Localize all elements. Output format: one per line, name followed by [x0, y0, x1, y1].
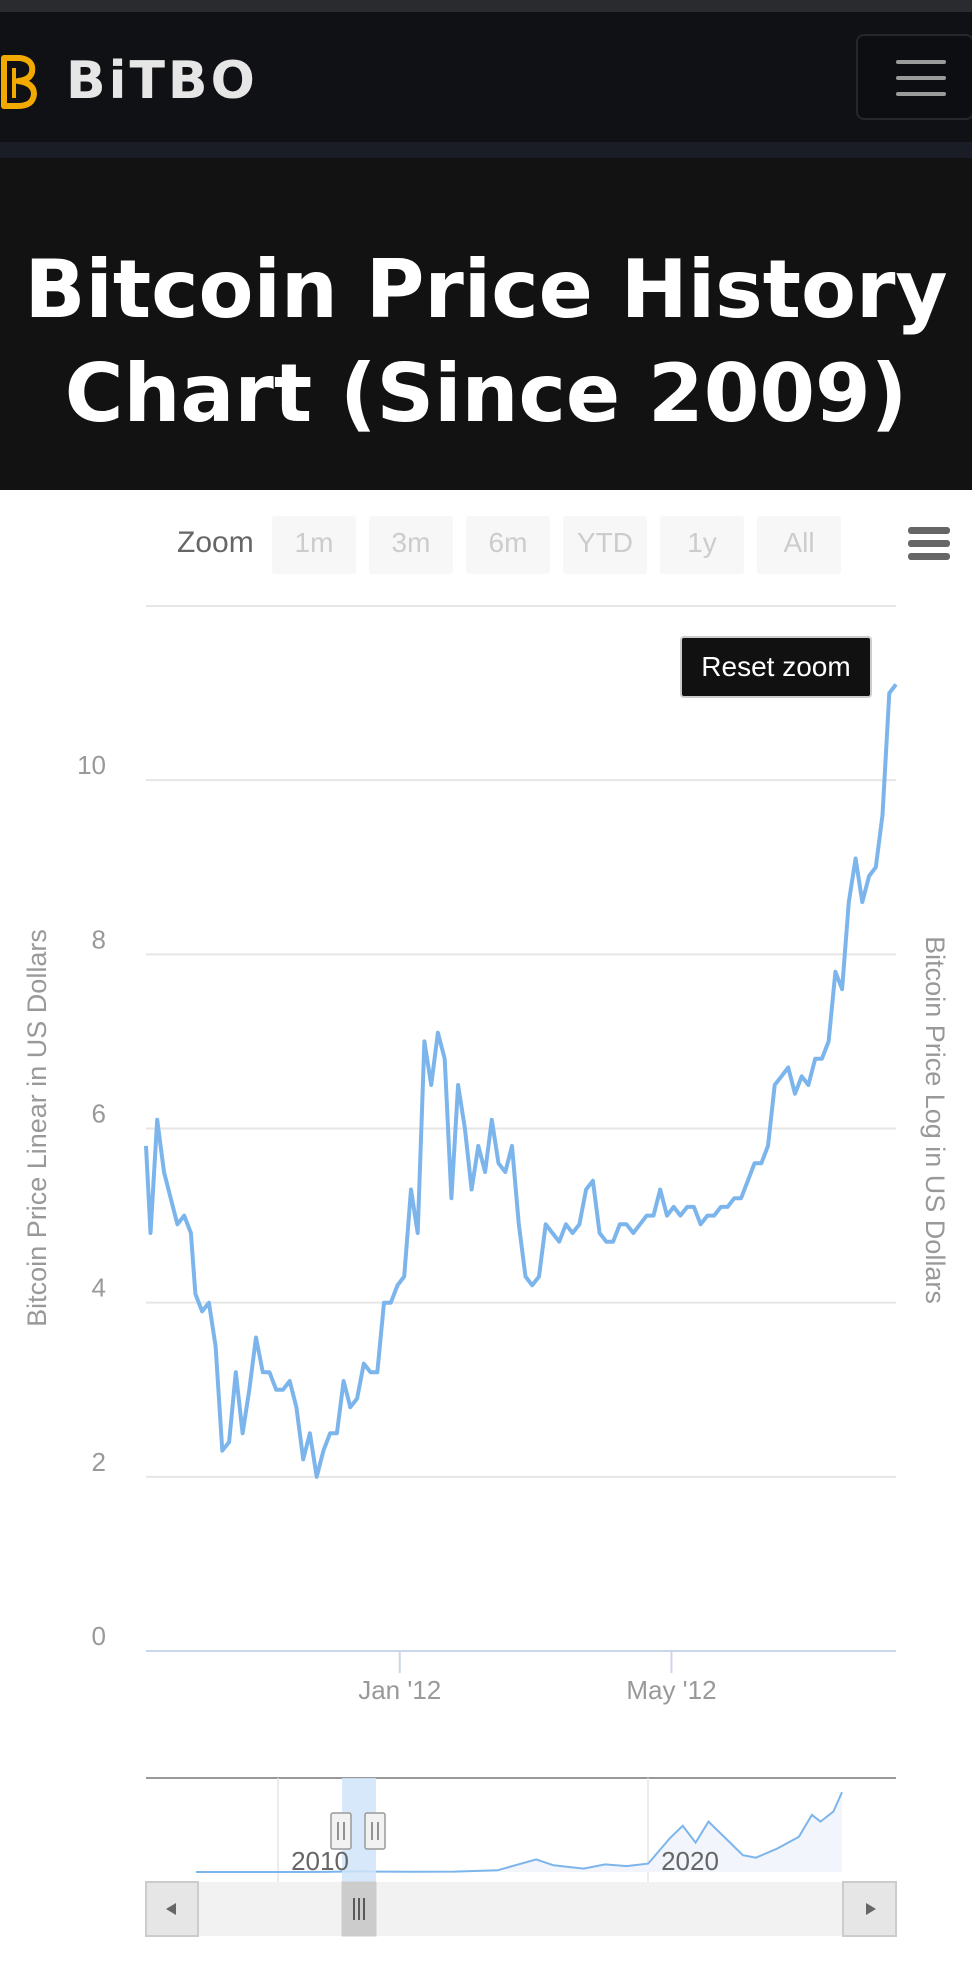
navigator-tick-label: 2010	[291, 1846, 349, 1876]
y-tick-label: 10	[77, 750, 106, 780]
scrollbar-track[interactable]	[146, 1882, 896, 1936]
bitbo-logo-icon[interactable]	[0, 50, 42, 114]
zoom-button-1y[interactable]: 1y	[660, 516, 744, 574]
price-chart: 0 2 4 6 8 10 Bitcoin Price Linear in US Dolla…	[22, 605, 950, 1937]
y-axis-left-title: Bitcoin Price Linear in US Dollars	[22, 929, 52, 1327]
zoom-button-1m[interactable]: 1m	[272, 516, 356, 574]
y-tick-label: 0	[92, 1621, 106, 1651]
zoom-button-all[interactable]: All	[757, 516, 841, 574]
zoom-label: Zoom	[177, 526, 254, 559]
menu-bar-icon	[896, 60, 946, 64]
scrollbar-right-button[interactable]	[842, 1881, 897, 1937]
navigator-tick-label: 2020	[661, 1846, 719, 1876]
bitbo-logo-text[interactable]: BiTBO	[66, 51, 258, 111]
zoom-button-ytd[interactable]: YTD	[563, 516, 647, 574]
y-tick-label: 4	[92, 1273, 106, 1303]
navigator-handle-left[interactable]	[330, 1812, 352, 1850]
zoom-button-6m[interactable]: 6m	[466, 516, 550, 574]
arrow-right-icon	[866, 1903, 876, 1915]
menu-bar-icon	[896, 92, 946, 96]
status-bar	[0, 0, 972, 12]
chart-export-menu-icon[interactable]	[906, 527, 952, 567]
page-title: Bitcoin Price History Chart (Since 2009)	[24, 243, 948, 440]
navigator-handle-right[interactable]	[364, 1812, 386, 1850]
navigator-overview-area	[196, 1792, 842, 1872]
x-tick-label: May '12	[626, 1675, 716, 1705]
reset-zoom-button[interactable]: Reset zoom	[680, 636, 872, 698]
zoom-button-3m[interactable]: 3m	[369, 516, 453, 574]
y-tick-label: 8	[92, 924, 106, 954]
top-navbar	[0, 12, 972, 142]
y-tick-label: 2	[92, 1447, 106, 1477]
price-series-line	[144, 683, 898, 1479]
nav-menu-button[interactable]	[856, 34, 972, 120]
navbar-divider	[0, 142, 972, 158]
arrow-left-icon	[166, 1903, 176, 1915]
y-tick-label: 6	[92, 1099, 106, 1129]
hero-banner: Bitcoin Price History Chart (Since 2009)	[0, 158, 972, 490]
x-tick-label: Jan '12	[358, 1675, 441, 1705]
y-axis-right-title: Bitcoin Price Log in US Dollars	[920, 936, 950, 1304]
menu-bar-icon	[896, 76, 946, 80]
